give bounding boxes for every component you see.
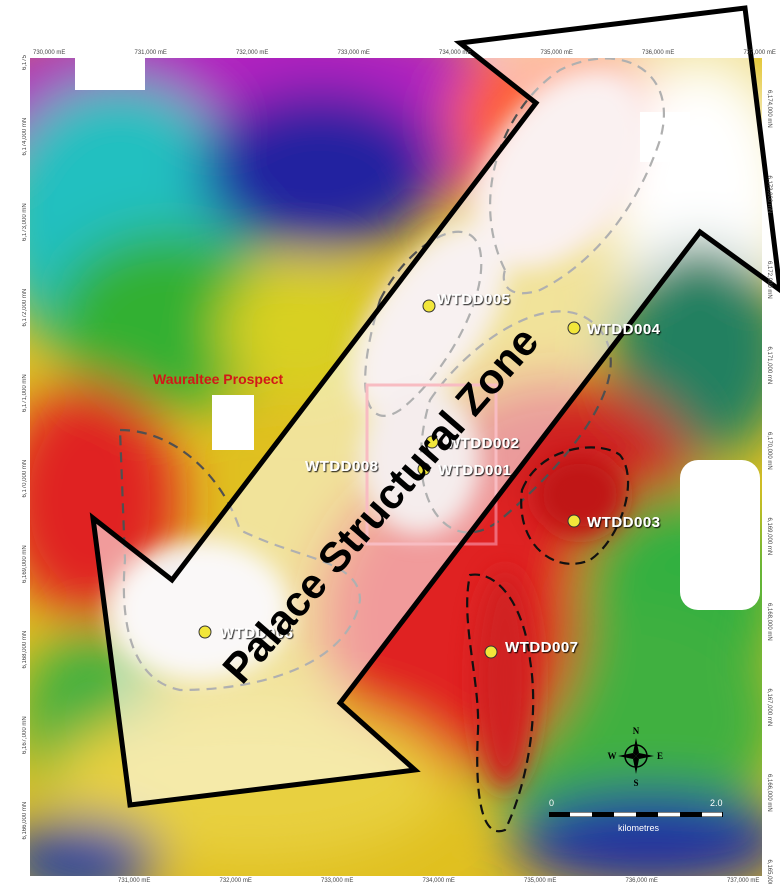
x-tick-label: 734,000 mE [439,50,471,56]
y-tick-label: 6,173,000 mN [22,203,28,241]
x-tick-label: 731,000 mE [118,878,150,884]
compass-w: W [608,751,617,761]
x-tick-label: 731,000 mE [135,50,167,56]
y-tick-label: 6,174,000 mN [766,90,772,128]
drillhole-label: WTDD001 [438,462,512,479]
x-tick-label: 732,000 mE [220,878,252,884]
x-tick-label: 734,000 mE [423,878,455,884]
x-tick-label: 730,000 mE [33,50,65,56]
compass-s: S [633,778,638,788]
scale-start: 0 [549,798,554,808]
x-tick-label: 732,000 mE [236,50,268,56]
drillhole-label: WTDD002 [446,435,520,452]
drillhole-label: WTDD003 [587,514,661,531]
y-tick-label: 6,173,000 mN [766,176,772,214]
drillhole-wtdd003[interactable]: WTDD003 [567,514,661,531]
drillhole-wtdd007[interactable]: WTDD007 [484,639,579,659]
x-tick-label: 737,000 mE [744,50,776,56]
x-axis-ticks-bottom: 731,000 mE 732,000 mE 733,000 mE 734,000 mE… [118,878,759,884]
y-axis-ticks-left: 6,175 6,174,000 mN 6,173,000 mN 6,172,000 m… [22,54,28,840]
x-tick-label: 733,000 mE [338,50,370,56]
drillhole-label: WTDD005 [437,291,511,308]
north-arrow-icon: N S E W [608,726,664,788]
compass-e: E [657,751,663,761]
compass-n: N [633,726,640,736]
drillhole-wtdd006[interactable]: WTDD006 [198,625,294,642]
y-tick-label: 6,170,000 mN [766,432,772,470]
drillhole-label: WTDD004 [587,321,661,338]
y-tick-label: 6,165,000 [766,860,772,884]
x-tick-label: 735,000 mE [524,878,556,884]
y-tick-label: 6,175 [22,54,28,70]
drillhole-label: WTDD006 [220,625,294,642]
drillhole-wtdd008[interactable]: WTDD008 [305,458,379,475]
drillhole-label: WTDD008 [305,458,379,475]
x-tick-label: 736,000 mE [626,878,658,884]
y-tick-label: 6,171,000 mN [766,347,772,385]
prospect-label: Wauraltee Prospect [153,371,284,387]
y-tick-label: 6,167,000 mN [766,689,772,727]
scale-unit: kilometres [618,823,660,833]
y-tick-label: 6,172,000 mN [766,261,772,299]
drillhole-wtdd001[interactable]: WTDD001 [417,462,512,479]
y-axis-ticks-right: 6,174,000 mN 6,173,000 mN 6,172,000 mN 6,17… [766,90,772,884]
y-tick-label: 6,167,000 mN [22,716,28,754]
x-tick-label: 736,000 mE [642,50,674,56]
drillhole-label: WTDD007 [505,639,579,656]
y-tick-label: 6,174,000 mN [22,118,28,156]
scale-end: 2.0 [710,798,723,808]
x-tick-label: 733,000 mE [321,878,353,884]
scale-bar: 0 2.0 kilometres [549,798,723,833]
y-tick-label: 6,168,000 mN [22,631,28,669]
structural-zone-arrow [89,5,780,808]
y-tick-label: 6,166,000 mN [22,802,28,840]
drillhole-wtdd005[interactable]: WTDD005 [422,291,511,313]
x-axis-ticks-top: 730,000 mE 731,000 mE 732,000 mE 733,000 mE… [33,50,776,56]
x-tick-label: 735,000 mE [541,50,573,56]
x-tick-label: 737,000 mE [727,878,759,884]
bottom-frame [0,876,780,884]
drillhole-wtdd004[interactable]: WTDD004 [567,321,661,338]
y-tick-label: 6,169,000 mN [22,545,28,583]
y-tick-label: 6,172,000 mN [22,289,28,327]
target-outlines [466,446,630,833]
y-tick-label: 6,168,000 mN [766,603,772,641]
y-tick-label: 6,171,000 mN [22,374,28,412]
y-tick-label: 6,170,000 mN [22,460,28,498]
drillhole-wtdd002[interactable]: WTDD002 [425,435,520,452]
drillhole-layer: WTDD004 WTDD002 WTDD001 WTDD003 WTDD006 … [198,291,661,659]
y-tick-label: 6,166,000 mN [766,774,772,812]
y-tick-label: 6,169,000 mN [766,518,772,556]
